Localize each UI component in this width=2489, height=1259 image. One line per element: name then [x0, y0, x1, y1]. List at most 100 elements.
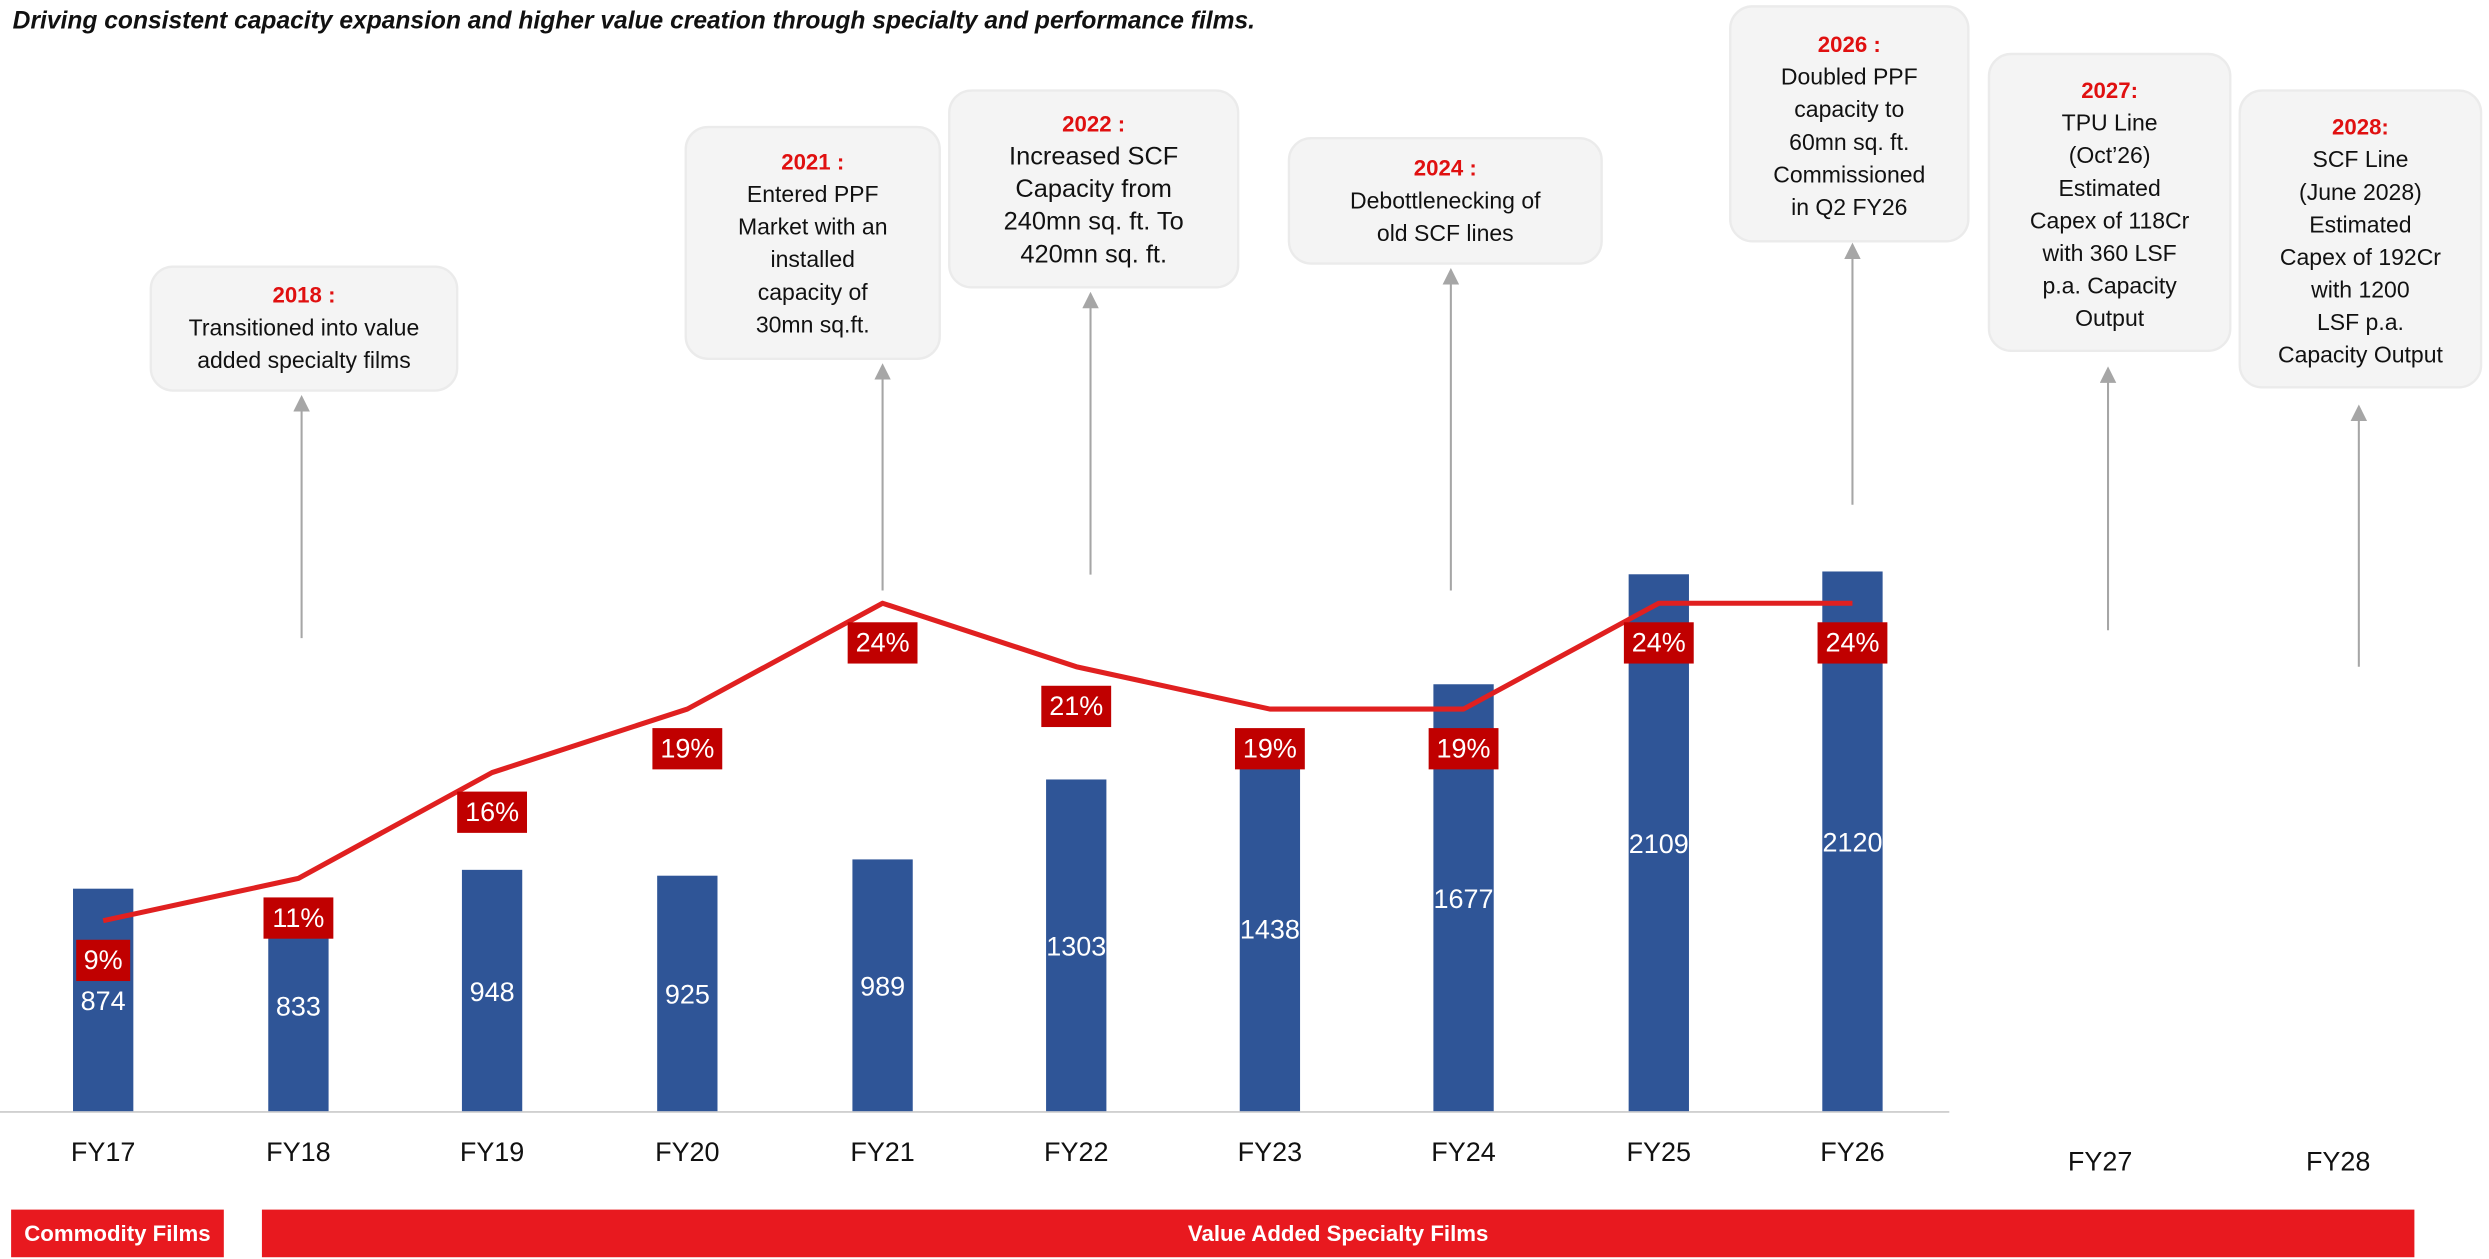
line-label-box	[1041, 685, 1112, 728]
annotation-text: 30mn sq.ft.	[756, 311, 870, 337]
bar	[657, 875, 718, 1112]
annotation-text: SCF Line	[2312, 146, 2408, 172]
annotation-text: Entered PPF	[747, 181, 879, 207]
line-label-box	[263, 897, 334, 939]
line	[102, 600, 1853, 924]
line-value-label: 24%	[1632, 628, 1686, 658]
line-label-box	[1623, 622, 1694, 664]
annotation-text: Doubled PPF	[1781, 64, 1918, 90]
annotation-year: 2018 :	[272, 283, 335, 308]
annotation-text: Commissioned	[1773, 161, 1925, 187]
annotation-text: Market with an	[738, 214, 888, 240]
bar-value-label: 2109	[1629, 829, 1689, 859]
line-value-label: 16%	[465, 797, 519, 827]
annotation-text: Capex of 192Cr	[2280, 244, 2441, 270]
annotation-text: (Oct’26)	[2069, 142, 2151, 168]
annotation-text: Output	[2075, 305, 2145, 331]
segment-band	[11, 1209, 224, 1258]
annotation-box	[1287, 136, 1603, 265]
x-tick-label: FY27	[2068, 1147, 2132, 1177]
segment-label: Value Added Specialty Films	[1188, 1221, 1488, 1246]
line-value-label: 19%	[1243, 733, 1297, 763]
x-tick-label: FY24	[1431, 1137, 1495, 1167]
x-tick-label: FY22	[1044, 1137, 1108, 1167]
x-tick-label: FY19	[460, 1137, 524, 1167]
annotation-text: Estimated	[2309, 211, 2411, 237]
bar	[461, 869, 523, 1112]
line-value-label: 11%	[272, 903, 324, 933]
annotation-text: capacity of	[758, 279, 869, 305]
annotation-text: LSF p.a.	[2317, 309, 2404, 335]
annotation-text: old SCF lines	[1377, 220, 1514, 246]
annotation-year: 2026 :	[1818, 32, 1881, 57]
annotation-text: installed	[771, 246, 855, 272]
annotation-year: 2028:	[2332, 114, 2389, 139]
x-tick-label: FY25	[1627, 1137, 1691, 1167]
annotation-text: with 1200	[2310, 276, 2409, 302]
bar-value-label: 1677	[1434, 884, 1494, 914]
annotation-box	[684, 125, 941, 360]
annotation-year: 2027:	[2081, 78, 2138, 103]
segment-label: Commodity Films	[24, 1221, 210, 1246]
bar-value-label: 2120	[1822, 828, 1882, 858]
line-label-box	[457, 791, 528, 833]
bar-value-label: 989	[860, 972, 905, 1002]
line-label-box	[652, 728, 723, 770]
x-tick-label: FY28	[2306, 1147, 2370, 1177]
annotation-text: Transitioned into value	[189, 314, 420, 340]
line-label-box	[1428, 728, 1499, 770]
annotation-text: with 360 LSF	[2041, 240, 2176, 266]
bar-value-label: 1438	[1240, 914, 1300, 944]
bar-value-label: 1303	[1046, 932, 1106, 962]
annotation-box	[2238, 89, 2483, 389]
annotation-text: Capacity from	[1015, 175, 1172, 203]
bar-value-label: 925	[665, 980, 710, 1010]
annotation-box	[149, 265, 459, 392]
annotation-text: 240mn sq. ft. To	[1004, 208, 1184, 236]
annotation-text: (June 2028)	[2299, 179, 2422, 205]
bar	[1628, 574, 1689, 1112]
line-value-label: 21%	[1049, 691, 1103, 721]
bar	[73, 888, 134, 1112]
x-tick-label: FY23	[1238, 1137, 1302, 1167]
bar	[1239, 745, 1301, 1112]
bar	[852, 859, 913, 1112]
annotation-text: Debottlenecking of	[1350, 187, 1541, 213]
x-tick-label: FY18	[266, 1137, 330, 1167]
line-label-box	[76, 939, 131, 982]
annotation-text: 60mn sq. ft.	[1789, 129, 1909, 155]
annotation-box	[1729, 5, 1970, 243]
line-label-box	[1234, 728, 1305, 770]
line-value-label: 24%	[856, 628, 910, 658]
annotation-year: 2022 :	[1062, 111, 1125, 136]
x-tick-label: FY17	[71, 1137, 135, 1167]
line-value-label: 19%	[1437, 733, 1491, 763]
annotation-text: Capacity Output	[2278, 341, 2444, 367]
line-label-box	[1817, 622, 1888, 664]
annotation-box	[948, 89, 1240, 289]
bar	[1046, 779, 1107, 1112]
annotation-text: capacity to	[1794, 96, 1904, 122]
annotation-text: 420mn sq. ft.	[1020, 240, 1167, 268]
annotation-year: 2024 :	[1414, 156, 1477, 181]
bar-value-label: 948	[470, 977, 515, 1007]
bar-value-label: 874	[81, 986, 126, 1016]
line-value-label: 9%	[84, 945, 123, 975]
line-value-label: 19%	[660, 733, 714, 763]
x-tick-label: FY20	[655, 1137, 719, 1167]
chart-title: Driving consistent capacity expansion an…	[13, 8, 1255, 35]
line-value-label: 24%	[1825, 628, 1879, 658]
annotation-text: Capex of 118Cr	[2030, 207, 2190, 233]
segment-band	[261, 1209, 2415, 1258]
annotation-text: Increased SCF	[1009, 143, 1178, 171]
bar-value-label: 833	[276, 991, 321, 1021]
annotation-text: p.a. Capacity	[2042, 272, 2177, 298]
annotation-text: TPU Line	[2062, 110, 2158, 136]
x-tick-label: FY26	[1820, 1137, 1884, 1167]
annotation-year: 2021 :	[781, 149, 844, 174]
annotation-text: added specialty films	[197, 347, 411, 373]
annotation-text: Estimated	[2058, 175, 2160, 201]
annotation-box	[1987, 52, 2232, 353]
x-tick-label: FY21	[850, 1137, 914, 1167]
